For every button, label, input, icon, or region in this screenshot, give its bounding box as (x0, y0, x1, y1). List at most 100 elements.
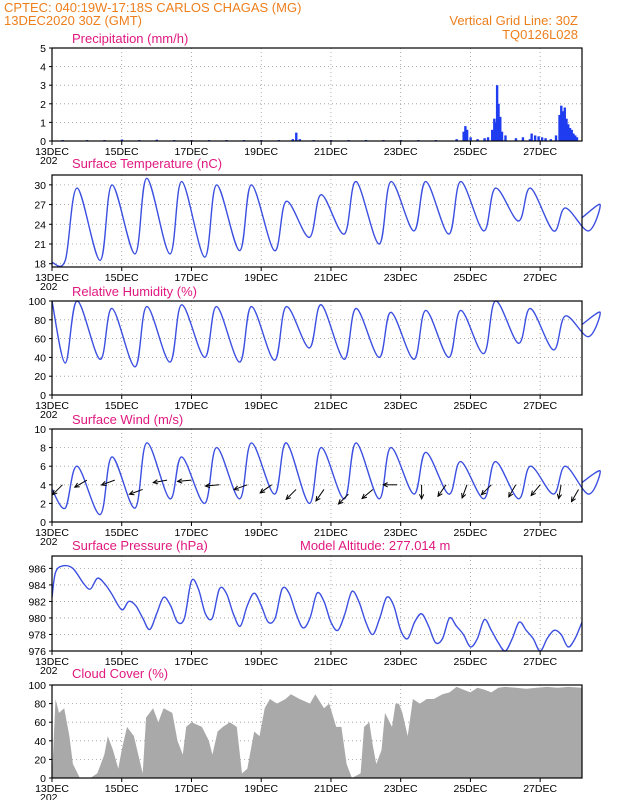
panel-frame (51, 47, 583, 142)
y-tick-label: 984 (28, 580, 46, 592)
x-tick-label: 21DEC (314, 272, 348, 284)
panel-frame (51, 428, 583, 523)
precip-bar (495, 85, 499, 141)
panel-title: Surface Wind (m/s) (72, 412, 183, 427)
year-label: 202 (40, 155, 58, 167)
wind-arrow-head (128, 490, 135, 496)
precip-bar (554, 135, 558, 141)
y-tick-label: 976 (28, 646, 46, 658)
wind-arrow (315, 489, 325, 502)
year-label: 202 (40, 792, 58, 800)
x-tick-label: 19DEC (244, 400, 278, 412)
wind-arrow-head (418, 494, 425, 500)
wind-arrow-head (556, 493, 562, 500)
x-tick-label: 23DEC (384, 146, 418, 158)
precip-bar (514, 138, 518, 141)
y-tick-label: 0 (40, 773, 46, 785)
x-tick-label: 27DEC (523, 146, 557, 158)
x-tick-label: 23DEC (384, 656, 418, 668)
x-tick-label: 15DEC (105, 783, 139, 795)
x-tick-label: 17DEC (175, 783, 209, 795)
wind-arrow (177, 479, 192, 482)
wind-arrow-head (100, 481, 107, 486)
x-tick-label: 17DEC (175, 146, 209, 158)
precip-bar (567, 124, 570, 141)
wind-arrow (338, 493, 349, 505)
precip-bar (565, 118, 568, 141)
y-tick-label: 100 (28, 296, 46, 308)
y-tick-label: 0 (40, 517, 46, 529)
year-label: 202 (40, 536, 58, 548)
x-tick-label: 13DEC (35, 146, 69, 158)
x-tick-label: 15DEC (105, 527, 139, 539)
precip-bar (464, 126, 467, 141)
panel-title: Relative Humidity (%) (72, 284, 197, 299)
precip-bar (575, 137, 579, 141)
precip-bar (570, 129, 573, 141)
x-tick-label: 25DEC (453, 527, 487, 539)
header-model-code: TQ0126L028 (502, 27, 578, 42)
x-tick-label: 23DEC (384, 783, 418, 795)
y-tick-label: 60 (34, 334, 46, 346)
precip-bar (560, 105, 563, 141)
x-tick-label: 21DEC (314, 783, 348, 795)
x-tick-label: 25DEC (453, 656, 487, 668)
panel-frame (51, 300, 583, 396)
x-tick-label: 25DEC (453, 783, 487, 795)
precip-bar (462, 131, 465, 141)
y-tick-label: 0 (40, 136, 46, 148)
y-tick-label: 2 (40, 99, 46, 111)
y-tick-label: 10 (34, 424, 46, 436)
x-tick-label: 17DEC (175, 400, 209, 412)
wind-arrow-head (176, 478, 183, 484)
y-tick-label: 18 (34, 259, 46, 271)
wind-arrow-head (508, 491, 514, 498)
x-tick-label: 15DEC (105, 146, 139, 158)
x-tick-label: 15DEC (105, 272, 139, 284)
wind-arrow (205, 484, 220, 487)
y-tick-label: 24 (34, 219, 46, 231)
precip-bar (298, 139, 301, 141)
panel-title: Surface Temperature (nC) (72, 156, 222, 171)
x-tick-label: 15DEC (105, 656, 139, 668)
y-tick-label: 2 (40, 498, 46, 510)
x-tick-label: 27DEC (523, 783, 557, 795)
wind-arrow-head (73, 482, 80, 488)
precip-bar (530, 133, 533, 141)
precip-bar (574, 135, 577, 141)
precip-bar (455, 139, 458, 141)
wind-arrow (437, 484, 447, 497)
x-tick-label: 27DEC (523, 527, 557, 539)
panel-frame (51, 174, 583, 268)
wind-arrow-head (204, 483, 211, 489)
precip-bar (561, 111, 565, 141)
year-label: 202 (40, 281, 58, 293)
wind-arrow (233, 484, 248, 491)
wind-arrow-head (480, 489, 487, 496)
x-tick-label: 13DEC (35, 272, 69, 284)
y-tick-label: 60 (34, 717, 46, 729)
x-tick-label: 17DEC (175, 656, 209, 668)
x-tick-label: 13DEC (35, 656, 69, 668)
precip-bar (540, 137, 544, 141)
y-tick-label: 30 (34, 180, 46, 192)
panel-subtitle: Model Altitude: 277.014 m (300, 538, 450, 553)
wind-arrow (361, 489, 374, 499)
precip-bar (563, 107, 566, 141)
wind-arrow-head (285, 494, 292, 501)
precip-bar (499, 116, 502, 141)
x-tick-label: 25DEC (453, 272, 487, 284)
x-tick-label: 21DEC (314, 527, 348, 539)
precip-bar (521, 137, 525, 141)
header-grid-note: Vertical Grid Line: 30Z (449, 13, 578, 28)
panel-cloud: 0 20 40 60 80 100 13DEC 15DEC 17DEC 19DEC 21DEC 23D… (28, 666, 583, 800)
year-label: 202 (40, 409, 58, 421)
x-tick-label: 15DEC (105, 400, 139, 412)
y-tick-label: 980 (28, 613, 46, 625)
panel-frame (51, 684, 583, 779)
x-tick-label: 13DEC (35, 400, 69, 412)
wind-arrow (153, 479, 168, 484)
precip-bar (155, 139, 159, 141)
precip-bar (500, 131, 504, 141)
